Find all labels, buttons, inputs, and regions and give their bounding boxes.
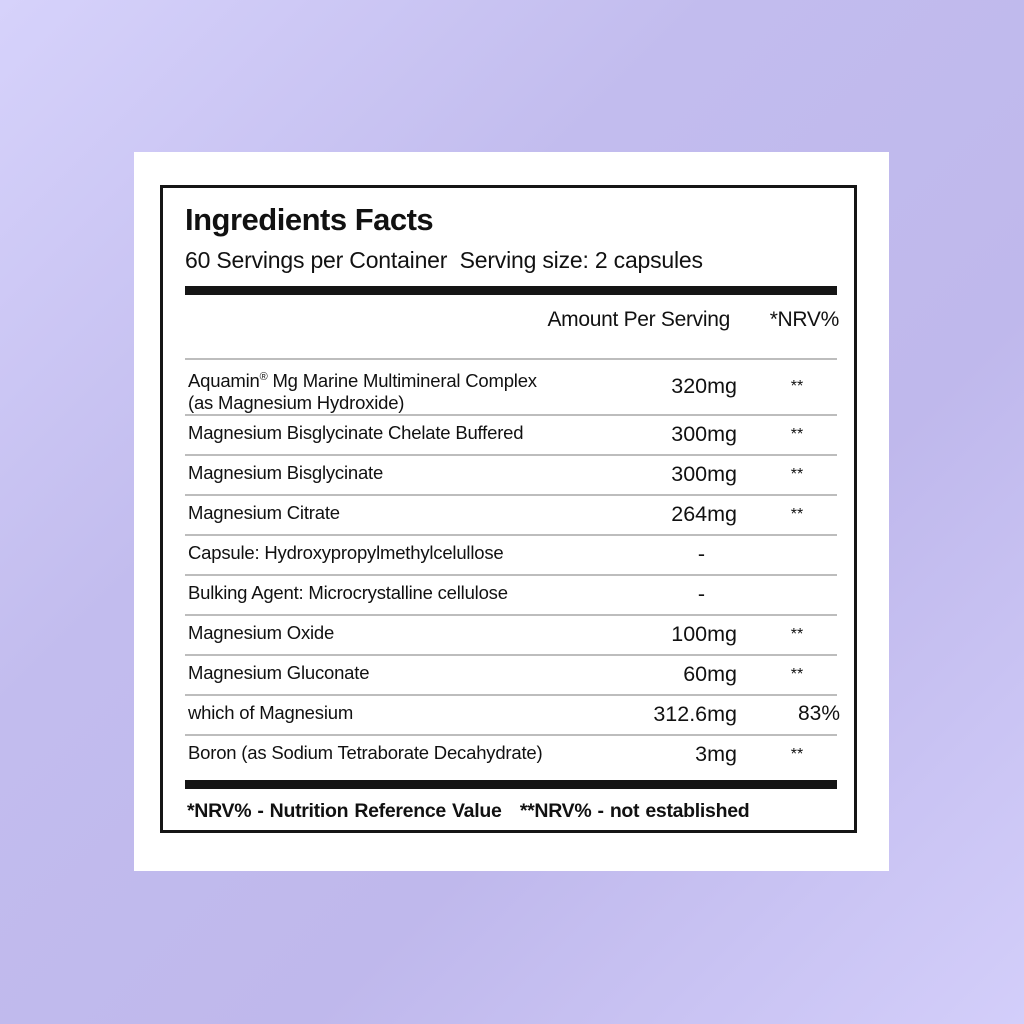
serving-info: 60 Servings per Container Serving size: … bbox=[185, 247, 703, 274]
ingredient-amount: - bbox=[697, 582, 705, 606]
ingredient-name: Magnesium Gluconate bbox=[188, 662, 370, 683]
registered-mark: ® bbox=[259, 371, 268, 383]
serving-size: Serving size: 2 capsules bbox=[459, 247, 703, 273]
ingredient-row: Magnesium Oxide 100mg ** bbox=[185, 614, 837, 654]
panel-title: Ingredients Facts bbox=[185, 202, 434, 237]
ingredient-nrv: ** bbox=[790, 378, 804, 395]
ingredient-nrv: ** bbox=[790, 746, 804, 763]
ingredient-amount: - bbox=[697, 542, 705, 566]
ingredient-name-rest: Mg Marine Multimineral Complex bbox=[267, 370, 537, 392]
footnote-nrv-not-established: **NRV% - not established bbox=[519, 800, 750, 822]
ingredient-name: Magnesium Bisglycinate Chelate Buffered bbox=[188, 422, 524, 443]
ingredient-amount: 300mg bbox=[671, 422, 737, 446]
ingredient-nrv: ** bbox=[790, 466, 804, 483]
footnote: *NRV% - Nutrition Reference Value **NRV%… bbox=[187, 800, 750, 823]
ingredient-amount: 312.6mg bbox=[653, 702, 737, 726]
footnote-nrv-definition: *NRV% - Nutrition Reference Value bbox=[187, 800, 502, 822]
ingredient-nrv: ** bbox=[790, 506, 804, 523]
ingredient-name: Boron (as Sodium Tetraborate Decahydrate… bbox=[188, 742, 543, 763]
header-nrv: *NRV% bbox=[769, 308, 840, 331]
ingredient-nrv: 83% bbox=[797, 702, 840, 725]
ingredient-name: Aquamin® Mg Marine Multimineral Complex(… bbox=[188, 366, 537, 414]
header-amount: Amount Per Serving bbox=[547, 308, 730, 331]
ingredient-row: Magnesium Gluconate 60mg ** bbox=[185, 654, 837, 694]
ingredient-row: Magnesium Bisglycinate 300mg ** bbox=[185, 454, 837, 494]
ingredient-row: Bulking Agent: Microcrystalline cellulos… bbox=[185, 574, 837, 614]
ingredient-amount: 264mg bbox=[671, 502, 737, 526]
ingredient-amount: 3mg bbox=[695, 742, 737, 766]
ingredient-name: Magnesium Bisglycinate bbox=[188, 462, 384, 483]
ingredient-row: which of Magnesium 312.6mg 83% bbox=[185, 694, 840, 734]
ingredient-amount: 100mg bbox=[671, 622, 737, 646]
thick-divider-top bbox=[185, 286, 837, 295]
ingredient-row: Aquamin® Mg Marine Multimineral Complex(… bbox=[185, 358, 837, 414]
ingredient-name: Bulking Agent: Microcrystalline cellulos… bbox=[188, 582, 508, 603]
ingredient-name: which of Magnesium bbox=[188, 702, 354, 723]
label-card: Ingredients Facts 60 Servings per Contai… bbox=[134, 152, 889, 871]
ingredient-row: Magnesium Citrate 264mg ** bbox=[185, 494, 837, 534]
ingredient-name: Magnesium Oxide bbox=[188, 622, 335, 643]
ingredient-name: Magnesium Citrate bbox=[188, 502, 340, 523]
ingredient-amount: 300mg bbox=[671, 462, 737, 486]
ingredient-nrv: ** bbox=[790, 426, 804, 443]
ingredient-name: Capsule: Hydroxypropylmethylcelullose bbox=[188, 542, 504, 563]
ingredient-name-text: Aquamin bbox=[188, 370, 260, 392]
ingredient-row: Capsule: Hydroxypropylmethylcelullose - bbox=[185, 534, 837, 574]
thick-divider-bottom bbox=[185, 780, 837, 789]
ingredient-amount: 60mg bbox=[683, 662, 737, 686]
ingredient-name-line2: (as Magnesium Hydroxide) bbox=[188, 392, 405, 414]
ingredient-amount: 320mg bbox=[671, 374, 737, 398]
ingredient-nrv: ** bbox=[790, 626, 804, 643]
servings-per-container: 60 Servings per Container bbox=[185, 247, 448, 273]
ingredient-nrv: ** bbox=[790, 666, 804, 683]
ingredient-row: Magnesium Bisglycinate Chelate Buffered 3… bbox=[185, 414, 837, 454]
ingredients-facts-panel: Ingredients Facts 60 Servings per Contai… bbox=[160, 185, 857, 833]
ingredient-row: Boron (as Sodium Tetraborate Decahydrate… bbox=[185, 734, 837, 774]
